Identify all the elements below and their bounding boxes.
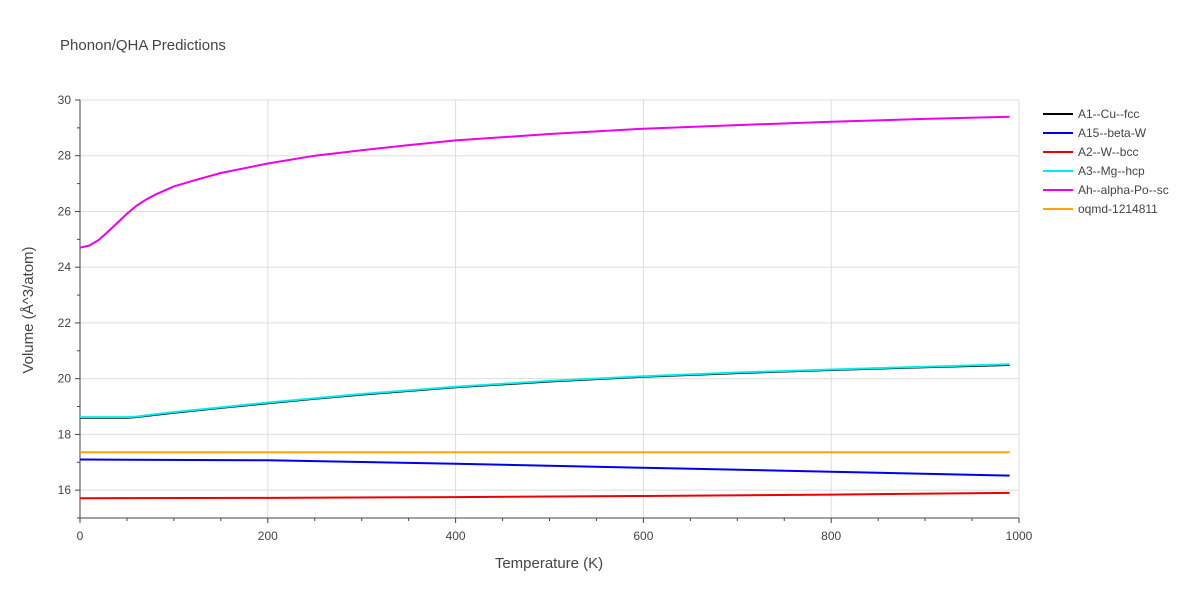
legend-item[interactable]: A1--Cu--fcc [1043, 107, 1139, 121]
x-axis-title: Temperature (K) [495, 555, 603, 572]
legend-label: Ah--alpha-Po--sc [1078, 183, 1169, 197]
y-tick-label: 24 [58, 260, 72, 274]
y-tick-label: 20 [58, 372, 72, 386]
series-lines [79, 115, 1010, 500]
x-tick-label: 200 [258, 529, 278, 543]
legend-item[interactable]: A15--beta-W [1043, 126, 1147, 140]
x-tick-label: 800 [821, 529, 841, 543]
y-tick-label: 28 [58, 149, 72, 163]
y-tick-label: 16 [58, 483, 72, 497]
chart-title: Phonon/QHA Predictions [60, 37, 226, 54]
x-tick-label: 0 [77, 529, 84, 543]
legend-label: A2--W--bcc [1078, 145, 1138, 159]
series-line[interactable] [79, 115, 1010, 249]
x-tick-label: 1000 [1006, 529, 1033, 543]
x-tick-label: 600 [633, 529, 653, 543]
series-line[interactable] [79, 491, 1010, 500]
legend-item[interactable]: Ah--alpha-Po--sc [1043, 183, 1169, 197]
legend-label: A3--Mg--hcp [1078, 164, 1145, 178]
grid-lines [80, 99, 1020, 518]
legend[interactable]: A1--Cu--fcc A15--beta-W A2--W--bcc A3--Mg--… [1043, 107, 1169, 216]
series-line[interactable] [80, 363, 1010, 419]
axes: 0 200 400 600 800 1000 16 18 20 22 24 26 28 30 [58, 93, 1033, 543]
legend-item[interactable]: A2--W--bcc [1043, 145, 1138, 159]
y-tick-label: 26 [58, 204, 72, 218]
y-tick-label: 22 [58, 316, 72, 330]
legend-label: A15--beta-W [1078, 126, 1147, 140]
x-tick-label: 400 [446, 529, 466, 543]
y-tick-label: 30 [58, 93, 72, 107]
legend-item[interactable]: oqmd-1214811 [1043, 202, 1158, 216]
legend-item[interactable]: A3--Mg--hcp [1043, 164, 1145, 178]
legend-label: oqmd-1214811 [1078, 202, 1158, 216]
series-line[interactable] [79, 458, 1010, 477]
y-axis-title: Volume (Å^3/atom) [20, 246, 37, 373]
y-tick-label: 18 [58, 427, 72, 441]
legend-label: A1--Cu--fcc [1078, 107, 1139, 121]
